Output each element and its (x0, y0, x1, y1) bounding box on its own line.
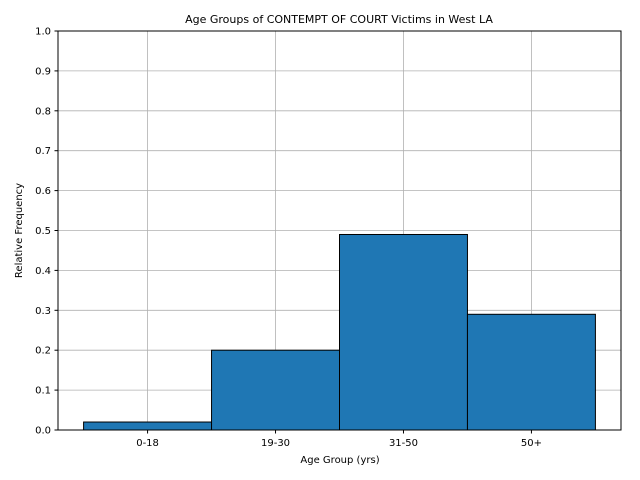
y-tick-label: 0.3 (35, 306, 51, 317)
y-tick-label: 1.0 (35, 27, 51, 38)
y-tick-label: 0.6 (35, 186, 51, 197)
x-tick-label: 0-18 (136, 438, 159, 449)
x-tick-label: 31-50 (389, 438, 418, 449)
y-axis-ticks: 0.0 0.1 0.2 0.3 0.4 0.5 0.6 0.7 0.8 0.9 1.0 (35, 27, 58, 437)
y-tick-label: 0.7 (35, 146, 51, 157)
bar (211, 349, 340, 431)
bar (339, 233, 468, 431)
y-tick-label: 0.1 (35, 386, 51, 397)
x-axis-label: Age Group (yrs) (300, 455, 379, 466)
y-tick-label: 0.8 (35, 106, 51, 117)
chart-title: Age Groups of CONTEMPT OF COURT Victims … (185, 13, 493, 26)
y-tick-label: 0.9 (35, 66, 51, 77)
bar (83, 421, 213, 431)
y-axis-label: Relative Frequency (14, 183, 25, 278)
x-tick-label: 50+ (521, 438, 542, 449)
x-axis-ticks: 0-18 19-30 31-50 50+ (136, 430, 542, 449)
bar (466, 313, 596, 431)
y-tick-label: 0.2 (35, 346, 51, 357)
y-tick-label: 0.4 (35, 266, 51, 277)
x-tick-label: 19-30 (261, 438, 290, 449)
y-tick-label: 0.5 (35, 226, 51, 237)
y-tick-label: 0.0 (35, 426, 51, 437)
bars (83, 233, 596, 431)
